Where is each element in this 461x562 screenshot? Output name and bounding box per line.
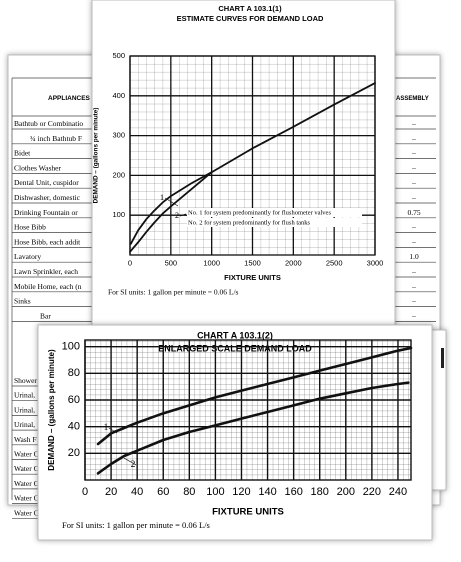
table-cell: Bar [40, 311, 51, 320]
annotation: No. 1 for system predominantly for flush… [188, 209, 331, 216]
table-cell: Water C [14, 479, 39, 488]
table-cell: 1.0 [409, 252, 419, 261]
series-label: 1 [160, 193, 164, 202]
footnote: For SI units: 1 gallon per minute = 0.06… [62, 520, 210, 530]
side-mark [441, 348, 444, 368]
annotation: No. 2 for system predominantly for flush… [188, 219, 311, 226]
chart-subtitle: ENLARGED SCALE DEMAND LOAD [158, 343, 312, 353]
table-cell: Water C [14, 508, 39, 517]
annotation-bg [187, 218, 362, 227]
table-cell: – [411, 134, 416, 143]
y-tick-label: 400 [112, 91, 125, 100]
table-cell: Mobile Home, each (n [14, 282, 82, 291]
y-tick-label: 300 [112, 131, 125, 140]
table-cell: Drinking Fountain or [14, 208, 78, 217]
x-tick-label: 60 [157, 486, 169, 498]
y-tick-label: 40 [68, 421, 80, 433]
y-tick-label: 80 [68, 367, 80, 379]
table-cell: Water C [14, 494, 39, 503]
table-header: APPLIANCES [48, 95, 91, 102]
series-line [129, 82, 376, 245]
x-tick-label: 2500 [326, 259, 343, 268]
table-cell: – [411, 311, 416, 320]
x-tick-label: 500 [165, 259, 178, 268]
table-cell: Dental Unit, cuspidor [14, 178, 79, 187]
series-label: 2 [175, 211, 179, 220]
chart-title: CHART A 103.1(2) [197, 330, 273, 340]
series-line [96, 381, 410, 475]
series-line [129, 171, 213, 253]
series-label: 1 [104, 423, 109, 433]
x-tick-label: 160 [284, 486, 302, 498]
table-cell: – [411, 267, 416, 276]
table-cell: Lawn Sprinkler, each [14, 267, 78, 276]
x-tick-label: 3000 [367, 259, 384, 268]
table-cell: Urinal, [14, 420, 35, 429]
series-label: 2 [131, 460, 136, 470]
table-cell: – [411, 193, 416, 202]
table-cell: – [411, 223, 416, 232]
table-header: ASSEMBLY [396, 96, 429, 102]
x-tick-label: 140 [258, 486, 276, 498]
x-tick-label: 240 [389, 486, 407, 498]
y-axis-label: DEMAND – (gallons per minute) [47, 349, 56, 471]
table-cell: – [411, 149, 416, 158]
table-cell: Dishwasher, domestic [14, 193, 81, 202]
table-cell: – [411, 282, 416, 291]
table-cell: Bathtub or Combinatio [14, 119, 83, 128]
table-cell: – [411, 163, 416, 172]
y-tick-label: 60 [68, 394, 80, 406]
table-cell: – [411, 119, 416, 128]
x-tick-label: 1500 [244, 259, 261, 268]
x-tick-label: 0 [128, 259, 132, 268]
footnote: For SI units: 1 gallon per minute = 0.06… [108, 288, 239, 297]
table-cell: Sinks [14, 297, 31, 306]
x-tick-label: 20 [105, 486, 117, 498]
table-cell: Clothes Washer [14, 163, 61, 172]
x-axis-label: FIXTURE UNITS [212, 507, 284, 518]
x-axis-label: FIXTURE UNITS [224, 273, 281, 282]
x-tick-label: 220 [363, 486, 381, 498]
table-cell: Shower [14, 376, 37, 385]
chart-title: CHART A 103.1(1) [218, 4, 282, 13]
x-tick-label: 1000 [203, 259, 220, 268]
x-tick-label: 2000 [285, 259, 302, 268]
table-cell: 0.75 [407, 208, 420, 217]
table-cell: Lavatory [14, 252, 41, 261]
x-tick-label: 180 [311, 486, 329, 498]
label-leader [164, 197, 179, 207]
x-tick-label: 40 [131, 486, 143, 498]
x-tick-label: 80 [183, 486, 195, 498]
y-tick-label: 100 [112, 210, 125, 219]
table-cell: Hose Bibb, each addit [14, 237, 81, 246]
table-cell: – [411, 297, 416, 306]
table-cell: – [411, 178, 416, 187]
minor-grid [85, 340, 411, 480]
y-tick-label: 100 [62, 341, 80, 353]
series-line [96, 346, 413, 446]
y-tick-label: 200 [112, 170, 125, 179]
table-cell: Urinal, [14, 405, 35, 414]
annotation-bg [187, 208, 362, 217]
table-cell: – [411, 237, 416, 246]
table-cell: Wash F [14, 435, 37, 444]
x-tick-label: 120 [232, 486, 250, 498]
y-axis-label: DEMAND – (gallons per minute) [93, 108, 100, 204]
label-leader [123, 457, 137, 466]
table-cell: Bidet [14, 149, 31, 158]
label-leader [108, 427, 118, 434]
x-tick-label: 200 [337, 486, 355, 498]
table-cell: Urinal, [14, 391, 35, 400]
x-tick-label: 100 [206, 486, 224, 498]
table-cell: ¾ inch Bathtub F [30, 134, 82, 143]
y-tick-label: 20 [68, 447, 80, 459]
chart-subtitle: ESTIMATE CURVES FOR DEMAND LOAD [177, 14, 324, 23]
y-tick-label: 500 [112, 51, 125, 60]
table-cell: Hose Bibb [14, 223, 46, 232]
table-cell: Water C [14, 464, 39, 473]
x-tick-label: 0 [82, 486, 88, 498]
label-leader [179, 213, 187, 217]
table-cell: Water C [14, 450, 39, 459]
